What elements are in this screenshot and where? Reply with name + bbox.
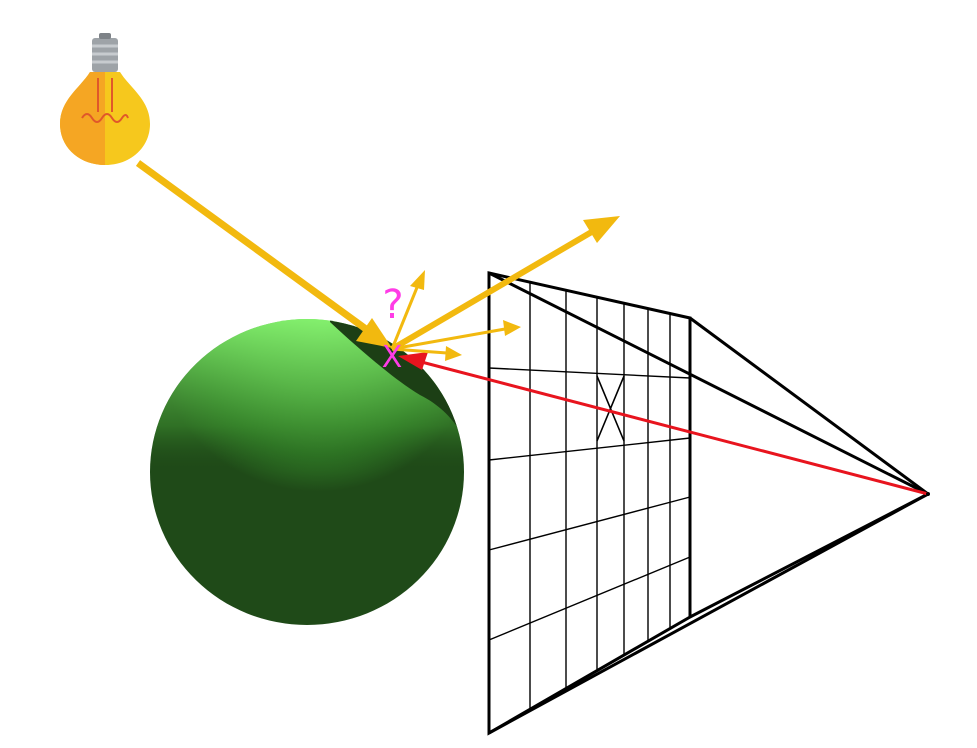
light-ray-incoming [135, 160, 392, 348]
image-plane [487, 271, 692, 736]
green-sphere [150, 319, 464, 625]
frustum-edge-top [689, 316, 929, 496]
camera-ray-arrowhead [398, 352, 428, 370]
light-ray-arrowhead [356, 318, 392, 348]
scatter-ray-low [391, 347, 448, 355]
intersection-marker: X [382, 340, 403, 375]
selected-pixel-mark [596, 375, 625, 442]
scatter-ray-mid [391, 327, 506, 351]
grid-horizontal-lines [488, 367, 691, 641]
reflection-ray-main [390, 227, 597, 352]
filament [81, 78, 129, 123]
image-plane-frustum [487, 271, 929, 736]
reflected-rays [390, 216, 620, 361]
camera-eye-point [926, 492, 930, 496]
grid-vertical-lines [529, 282, 671, 710]
camera-ray [398, 352, 929, 496]
light-bulb-icon [60, 33, 150, 165]
scatter-ray-up [390, 284, 420, 350]
unknown-marker: ? [382, 282, 403, 328]
frustum-edge-top-near [488, 271, 929, 496]
frustum-edge-bottom-inner [519, 493, 929, 717]
